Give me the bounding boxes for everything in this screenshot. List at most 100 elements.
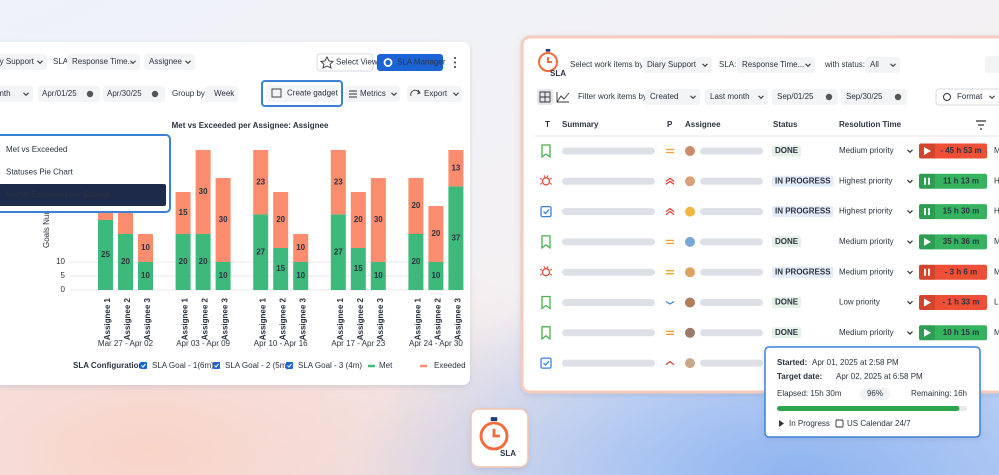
percent-label: 96% — [867, 389, 883, 398]
priority-icon — [665, 207, 675, 216]
avatar — [684, 235, 696, 248]
kebab-dot — [454, 61, 456, 64]
percent-pill — [860, 388, 890, 400]
menu-item[interactable]: Met vs Exceeded — [6, 145, 67, 154]
type-icon — [541, 326, 551, 341]
resolution-priority: Medium priority — [839, 146, 894, 155]
status-badge-bg — [772, 297, 802, 308]
calendar-label: US Calendar 24/7 — [847, 419, 911, 428]
x-tick-label: Assignee 2 — [356, 297, 365, 340]
checkbox[interactable] — [286, 362, 293, 369]
type-icon — [539, 175, 553, 185]
bar-segment — [215, 262, 231, 290]
y-tick-label: 10 — [56, 257, 65, 266]
x-tick-label: Assignee 2 — [123, 297, 132, 340]
sla-dropdown[interactable] — [737, 57, 815, 73]
logo-hand — [547, 57, 553, 63]
side-button[interactable] — [985, 56, 999, 73]
bar-segment — [408, 178, 424, 234]
clear-icon — [86, 90, 94, 98]
period-dropdown[interactable] — [0, 86, 33, 102]
checkbox[interactable] — [140, 362, 147, 369]
bar-value-label: 10 — [374, 271, 383, 280]
export-button[interactable] — [407, 86, 462, 102]
type-icon — [541, 295, 551, 310]
logo-crown — [545, 48, 551, 52]
create-gadget-button[interactable] — [266, 85, 338, 102]
app-logo-text: SLA — [500, 449, 516, 458]
bar-value-label: 27 — [256, 247, 265, 256]
star-icon — [319, 55, 335, 69]
chevron-icon — [907, 270, 913, 275]
status-dropdown-label: All — [870, 60, 879, 69]
assignee-dropdown[interactable] — [144, 54, 195, 70]
timer-button[interactable] — [919, 204, 935, 220]
x-tick-label: Assignee 3 — [376, 297, 385, 340]
x-tick-label: Assignee 1 — [336, 297, 345, 340]
bar-segment — [428, 262, 444, 290]
started-label: Started: — [777, 358, 807, 367]
priority-icon — [665, 360, 675, 366]
bar-segment — [175, 234, 191, 290]
field-dropdown[interactable] — [645, 89, 700, 105]
bar-value-label: 13 — [451, 163, 460, 172]
assignee-placeholder — [700, 208, 763, 216]
date-field-label: Sep/30/25 — [846, 92, 883, 101]
status-badge: IN PROGRESS — [775, 267, 831, 276]
status-badge: IN PROGRESS — [775, 176, 831, 185]
date-field[interactable] — [103, 86, 165, 102]
menu-item[interactable]: Statuses Pie Chart — [6, 168, 73, 177]
sla-manager-button[interactable] — [377, 54, 443, 71]
bar-segment — [330, 214, 346, 290]
x-tick-label: Assignee 1 — [258, 297, 267, 340]
menu-item-selected[interactable] — [0, 184, 166, 206]
format-button[interactable] — [935, 88, 999, 106]
play-icon — [924, 298, 931, 307]
project-dropdown[interactable] — [642, 57, 712, 73]
check-mark — [287, 363, 292, 368]
metrics-button[interactable] — [345, 86, 400, 102]
chevron-icon — [702, 63, 708, 68]
kebab-dot — [454, 66, 456, 68]
group-label: Apr 24 - Apr 30 — [409, 339, 463, 348]
type-icon — [540, 205, 552, 218]
timer-button[interactable] — [919, 173, 935, 189]
avatar — [684, 175, 696, 188]
group-by-field[interactable] — [205, 86, 238, 102]
bar-segment — [195, 150, 211, 234]
play-icon — [924, 328, 931, 337]
type-icon — [541, 235, 551, 250]
bar-value-label: 10 — [296, 271, 305, 280]
date-field[interactable] — [38, 86, 100, 102]
check-mark — [214, 363, 219, 368]
bar-segment — [138, 262, 153, 290]
type-icon — [541, 144, 551, 159]
timer — [919, 234, 987, 250]
calendar-icon — [835, 419, 844, 428]
status-dropdown[interactable] — [865, 57, 900, 73]
checkbox[interactable] — [213, 362, 220, 369]
group-by-label: Group by — [172, 89, 205, 98]
column-header: Status — [773, 120, 798, 129]
chevron-icon — [907, 179, 913, 184]
pause-icon — [924, 177, 930, 185]
sla-dropdown[interactable] — [67, 54, 140, 70]
sliders-icon — [349, 90, 357, 98]
date-field-label: Apr/01/25 — [42, 89, 77, 98]
resolution-priority: Highest priority — [839, 176, 892, 185]
export-icon — [410, 89, 421, 97]
date-field[interactable] — [841, 89, 907, 105]
gear-icon — [383, 58, 393, 67]
filter-icon — [976, 120, 986, 130]
date-field[interactable] — [772, 89, 838, 105]
project-dropdown-label: ry Support — [0, 57, 35, 66]
bar-segment — [448, 150, 464, 187]
legend-goal: SLA Goal - 3 (4m) — [298, 361, 362, 370]
period-dropdown[interactable] — [705, 89, 768, 105]
timer-button[interactable] — [919, 264, 935, 280]
x-tick-label: Assignee 1 — [103, 297, 112, 340]
project-dropdown[interactable] — [0, 54, 47, 70]
menu-item[interactable]: Met vs Exceeded per Criteria — [6, 190, 110, 199]
chevron-icon — [907, 300, 913, 305]
